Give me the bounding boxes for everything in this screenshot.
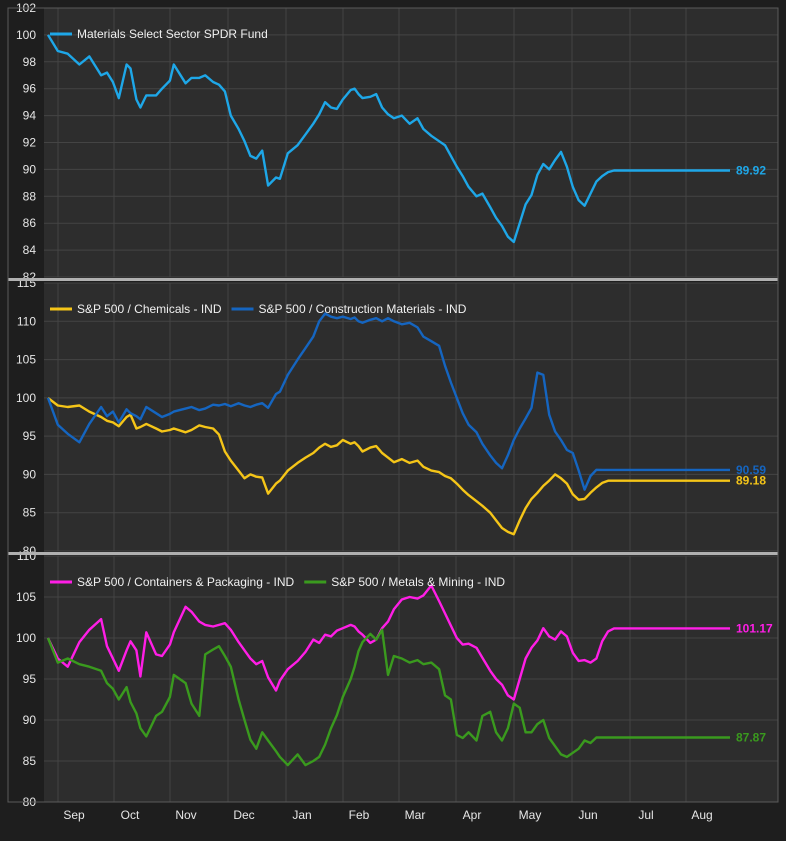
legend-entry: S&P 500 / Construction Materials - IND — [259, 302, 467, 316]
series-line-2 — [46, 628, 730, 767]
plot-area — [44, 283, 778, 551]
y-tick-label: 110 — [17, 314, 36, 328]
y-tick-label: 85 — [23, 754, 37, 768]
series-line-1 — [46, 584, 730, 701]
y-tick-label: 95 — [23, 672, 37, 686]
series-line-1 — [47, 396, 730, 536]
x-tick-label: Apr — [463, 808, 482, 822]
last-value-label: 89.92 — [736, 163, 766, 177]
y-tick-label: 100 — [16, 391, 36, 405]
x-tick-label: Mar — [405, 808, 426, 822]
x-tick-label: Nov — [175, 808, 196, 822]
last-value-label: 90.59 — [736, 463, 766, 477]
y-tick-label: 90 — [23, 162, 37, 176]
x-tick-label: Dec — [233, 808, 254, 822]
legend-entry: S&P 500 / Containers & Packaging - IND — [77, 575, 295, 589]
x-tick-label: Feb — [349, 808, 370, 822]
y-tick-label: 105 — [16, 590, 36, 604]
y-tick-label: 88 — [23, 189, 37, 203]
y-tick-label: 98 — [23, 55, 37, 69]
last-value-label: 89.18 — [736, 474, 766, 488]
y-tick-label: 94 — [23, 109, 37, 123]
y-tick-label: 110 — [17, 549, 36, 563]
x-tick-label: Jan — [292, 808, 311, 822]
y-tick-label: 86 — [23, 216, 37, 230]
x-tick-label: Jul — [638, 808, 653, 822]
series-line-1 — [46, 34, 730, 244]
y-tick-label: 90 — [23, 713, 37, 727]
y-tick-label: 100 — [16, 28, 36, 42]
last-value-label: 101.17 — [736, 621, 773, 635]
chart-frame — [7, 7, 779, 803]
x-tick-label: Oct — [121, 808, 140, 822]
y-tick-label: 95 — [23, 429, 37, 443]
y-tick-label: 96 — [23, 82, 37, 96]
x-tick-label: Aug — [691, 808, 712, 822]
last-value-label: 87.87 — [736, 730, 766, 744]
y-tick-label: 84 — [23, 243, 37, 257]
y-tick-label: 100 — [16, 631, 36, 645]
legend-entry: Materials Select Sector SPDR Fund — [77, 27, 268, 41]
x-tick-label: May — [519, 808, 542, 822]
panel-separator — [8, 552, 778, 555]
series-line-2 — [46, 312, 730, 491]
legend-entry: S&P 500 / Chemicals - IND — [77, 302, 222, 316]
y-tick-label: 90 — [23, 467, 37, 481]
x-tick-label: Sep — [63, 808, 85, 822]
y-tick-label: 85 — [23, 506, 37, 520]
y-tick-label: 105 — [16, 353, 36, 367]
x-tick-label: Jun — [578, 808, 597, 822]
y-tick-label: 92 — [23, 136, 37, 150]
legend-entry: S&P 500 / Metals & Mining - IND — [331, 575, 505, 589]
panel-separator — [8, 278, 778, 281]
